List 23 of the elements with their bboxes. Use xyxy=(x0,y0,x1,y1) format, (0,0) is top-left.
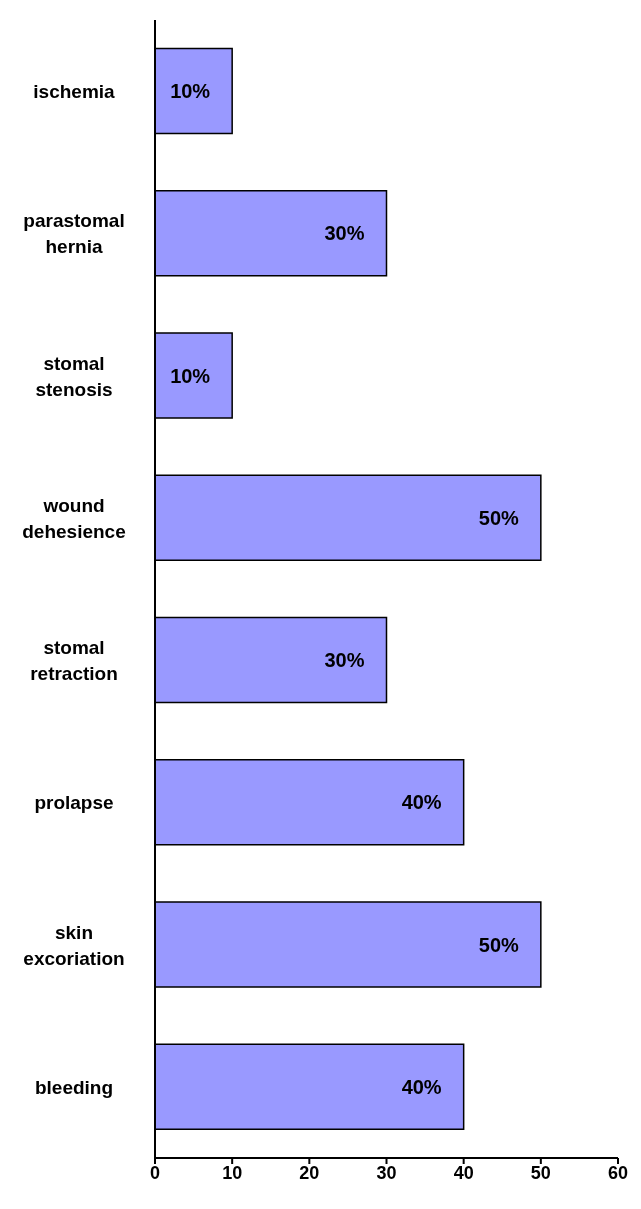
y-tick-label: bleeding xyxy=(34,1076,114,1098)
y-tick-label: parastomal hernia xyxy=(23,209,125,257)
data-label: 40% xyxy=(401,1075,442,1098)
data-label: 10% xyxy=(170,80,211,103)
y-tick-label: stomal retraction xyxy=(30,636,118,684)
data-label: 50% xyxy=(478,506,520,529)
data-label: 50% xyxy=(478,933,520,956)
y-tick-label: ischemia xyxy=(33,80,116,102)
y-tick-label: prolapse xyxy=(34,791,114,813)
y-tick-label: skin excoriation xyxy=(23,921,125,969)
x-tick-label: 0 xyxy=(149,1162,161,1183)
x-tick-label: 40 xyxy=(453,1162,474,1183)
x-tick-label: 10 xyxy=(222,1162,243,1183)
data-label: 30% xyxy=(324,649,365,672)
data-label: 30% xyxy=(324,222,365,245)
data-label: 40% xyxy=(401,791,442,814)
x-tick-label: 50 xyxy=(530,1162,551,1183)
y-tick-label: stomal stenosis xyxy=(35,352,113,400)
data-label: 10% xyxy=(170,364,211,387)
x-tick-label: 30 xyxy=(376,1162,397,1183)
y-tick-label: wound dehesience xyxy=(22,494,126,542)
x-tick-label: 60 xyxy=(607,1162,629,1183)
x-tick-label: 20 xyxy=(299,1162,320,1183)
